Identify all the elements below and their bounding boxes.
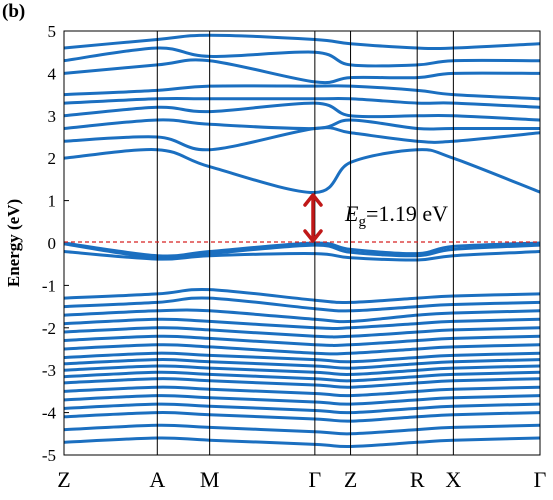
y-tick-label: -2 — [42, 319, 56, 338]
kpoint-label: R — [410, 467, 425, 492]
y-tick-label: 0 — [48, 234, 57, 253]
band-line-19 — [64, 423, 540, 436]
band-line-26 — [64, 84, 540, 101]
y-tick-label: 3 — [48, 107, 57, 126]
plot-frame — [63, 30, 541, 456]
y-tick-label: 2 — [48, 149, 57, 168]
kpoint-label: X — [445, 467, 461, 492]
y-tick-label: 4 — [48, 64, 57, 83]
band-gap-label: Eg=1.19 eV — [344, 201, 448, 230]
band-line-20 — [64, 436, 540, 449]
panel-label: (b) — [2, 1, 25, 22]
band-line-24 — [64, 101, 540, 122]
y-tick-label: 5 — [48, 22, 57, 41]
band-line-27 — [64, 58, 540, 85]
band-line-22 — [64, 126, 540, 152]
band-line-28 — [64, 46, 540, 68]
band-lines — [64, 33, 540, 449]
y-tick-label: -1 — [42, 276, 56, 295]
high-symmetry-lines — [156, 31, 454, 455]
band-line-14 — [64, 377, 540, 389]
band-line-17 — [64, 402, 540, 415]
y-axis-ticks: 5 4 3 2 1 0 -1 -2 -3 -4 -5 — [42, 22, 69, 465]
kpoint-label: A — [149, 467, 165, 492]
kpoint-label: Z — [57, 467, 70, 492]
band-line-3 — [64, 287, 540, 304]
y-tick-label: -5 — [42, 446, 56, 465]
band-gap-arrow — [303, 193, 323, 243]
band-line-21 — [64, 148, 540, 195]
band-line-29 — [64, 33, 540, 51]
kpoint-label: Γ — [534, 467, 547, 492]
kpoint-label: M — [200, 467, 220, 492]
y-tick-label: 1 — [48, 192, 57, 211]
y-axis-label: Energy (eV) — [4, 199, 23, 287]
y-tick-label: -3 — [42, 361, 56, 380]
kpoint-label: Z — [344, 467, 357, 492]
band-line-23 — [64, 118, 540, 131]
band-line-15 — [64, 385, 540, 398]
band-line-18 — [64, 411, 540, 423]
y-tick-label: -4 — [42, 404, 57, 423]
band-line-16 — [64, 394, 540, 406]
kpoint-label: Γ — [308, 467, 321, 492]
